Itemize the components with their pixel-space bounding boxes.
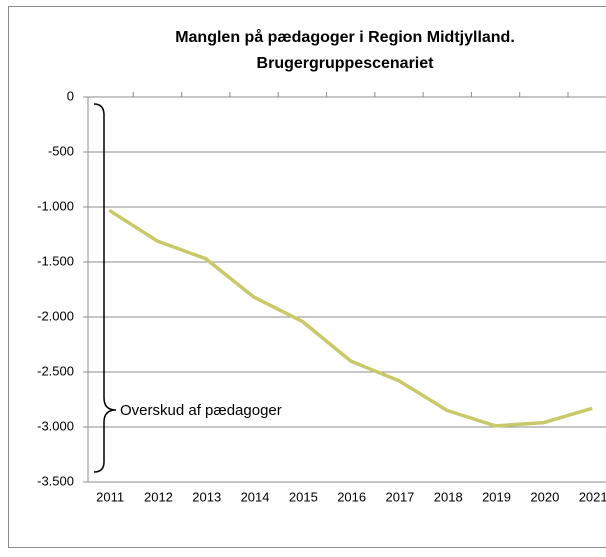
annotation: Overskud af pædagoger bbox=[120, 402, 282, 419]
y-tick-label: -2.500 bbox=[37, 363, 74, 378]
data-line bbox=[108, 208, 593, 428]
x-tick-label: 2017 bbox=[385, 489, 414, 504]
chart-border bbox=[8, 6, 606, 548]
y-tick-label: -3.500 bbox=[37, 473, 74, 488]
y-tick-label: -3.000 bbox=[37, 418, 74, 433]
brace bbox=[93, 103, 117, 473]
y-tick-label: -1.000 bbox=[37, 198, 74, 213]
x-tick-label: 2015 bbox=[289, 489, 318, 504]
y-tick-label: -2.000 bbox=[37, 308, 74, 323]
x-tick-label: 2016 bbox=[337, 489, 366, 504]
x-tick-label: 2021 bbox=[579, 489, 606, 504]
x-tick-label: 2011 bbox=[96, 489, 124, 504]
chart-title: Manglen på pædagoger i Region Midtjyllan… bbox=[175, 28, 515, 46]
y-tick-label: -1.500 bbox=[37, 253, 74, 268]
x-tick-label: 2014 bbox=[241, 489, 270, 504]
y-tick-label: 0 bbox=[67, 88, 74, 103]
x-tick-label: 2019 bbox=[482, 489, 511, 504]
x-tick-label: 2020 bbox=[530, 489, 559, 504]
y-tick-label: -500 bbox=[48, 143, 74, 158]
chart-title: Brugergruppescenariet bbox=[257, 55, 435, 72]
x-tick-label: 2012 bbox=[144, 489, 173, 504]
x-tick-label: 2013 bbox=[192, 489, 221, 504]
x-tick-label: 2018 bbox=[434, 489, 463, 504]
